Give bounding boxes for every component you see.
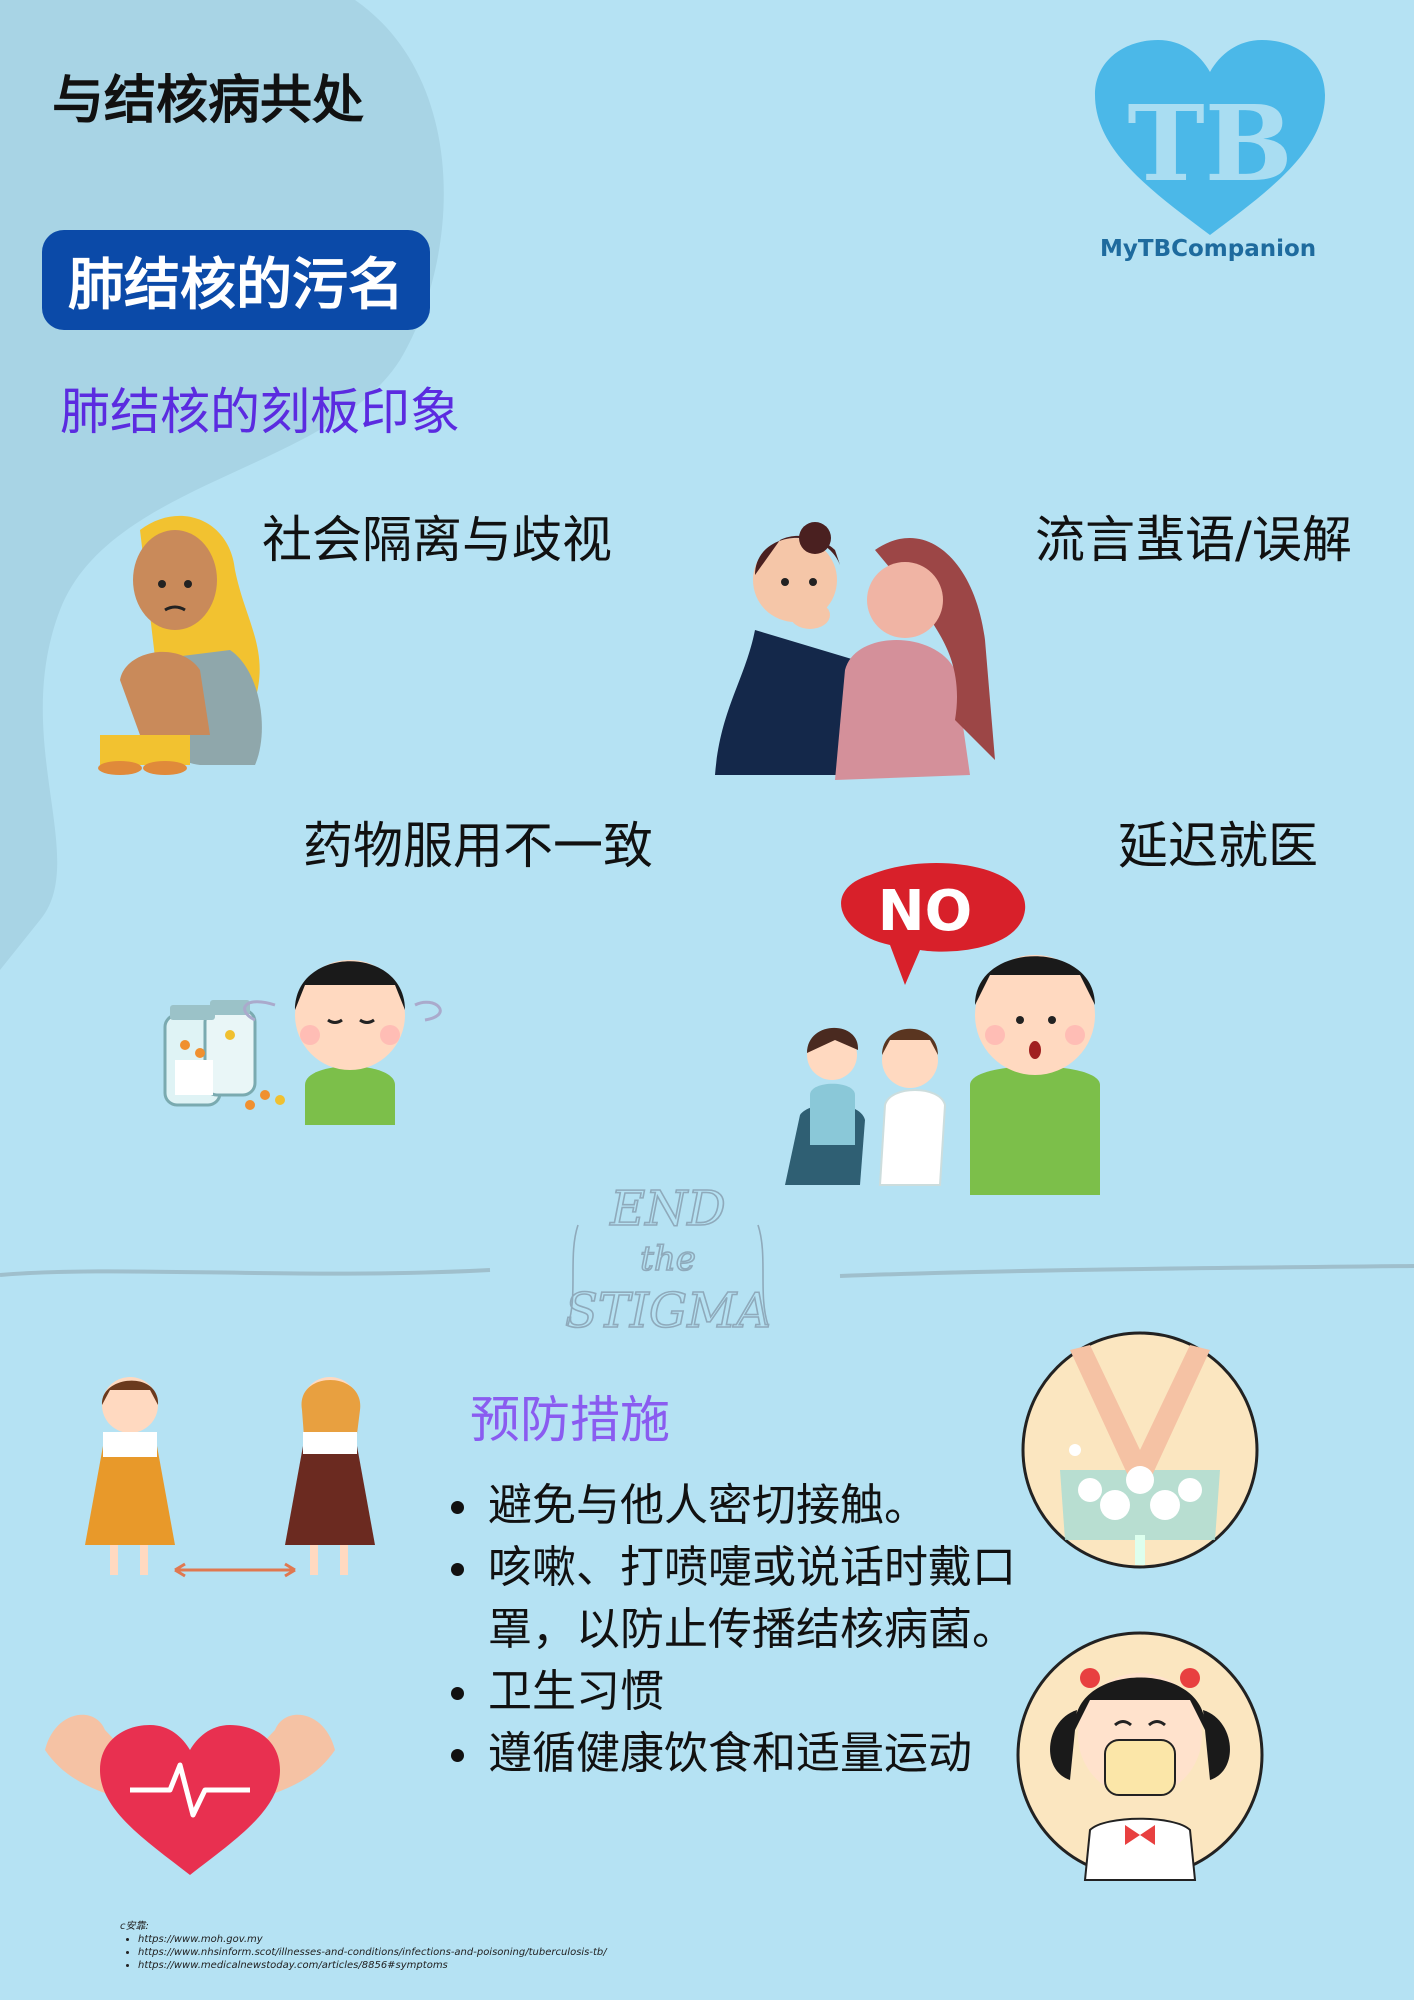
whispering-women-illustration xyxy=(715,522,995,780)
boy-medicine-illustration xyxy=(163,960,442,1125)
watermark-line-2: the xyxy=(640,1239,696,1279)
label-social-isolation: 社会隔离与歧视 xyxy=(262,511,612,569)
prevention-heading: 预防措施 xyxy=(470,1391,670,1449)
prevention-list: 避免与他人密切接触。 咳嗽、打喷嚏或说话时戴口罩，以防止传播结核病菌。 卫生习惯… xyxy=(440,1475,1044,1785)
logo-name: MyTBCompanion xyxy=(1100,236,1317,262)
references-label: c安靠: xyxy=(120,1921,149,1932)
list-item: 避免与他人密切接触。 xyxy=(484,1475,1044,1537)
logo: TB xyxy=(1090,40,1330,270)
healthy-heart-illustration xyxy=(45,1714,335,1875)
end-stigma-watermark: END the STIGMA xyxy=(564,1180,772,1340)
no-bubble-text: NO xyxy=(878,879,972,944)
reference-link[interactable]: https://www.moh.gov.my xyxy=(138,1933,607,1946)
logo-mark-text: TB xyxy=(1127,82,1292,205)
label-inconsistent-medication: 药物服用不一致 xyxy=(303,817,653,875)
social-distance-illustration xyxy=(85,1377,375,1578)
references: c安靠: https://www.moh.gov.my https://www.… xyxy=(120,1920,607,1972)
list-item: 咳嗽、打喷嚏或说话时戴口罩，以防止传播结核病菌。 xyxy=(484,1537,1044,1661)
list-item: 遵循健康饮食和适量运动 xyxy=(484,1723,1044,1785)
heart-logo-icon: TB xyxy=(1095,40,1325,235)
reference-link[interactable]: https://www.medicalnewstoday.com/article… xyxy=(138,1959,607,1972)
list-item: 卫生习惯 xyxy=(484,1661,1044,1723)
reference-link[interactable]: https://www.nhsinform.scot/illnesses-and… xyxy=(138,1946,607,1959)
masked-girl-illustration xyxy=(1016,1631,1264,1881)
watermark-line-3: STIGMA xyxy=(565,1283,771,1339)
handwashing-illustration xyxy=(1021,1331,1259,1569)
topic-badge: 肺结核的污名 xyxy=(42,230,430,330)
stereotypes-heading: 肺结核的刻板印象 xyxy=(60,383,460,441)
watermark-line-1: END xyxy=(609,1181,726,1237)
page-title: 与结核病共处 xyxy=(52,71,365,131)
sad-girl-illustration xyxy=(98,515,262,775)
refuse-doctor-illustration: NO xyxy=(785,862,1100,1195)
label-gossip: 流言蜚语/误解 xyxy=(1035,511,1352,569)
label-delayed-care: 延迟就医 xyxy=(1118,817,1318,875)
